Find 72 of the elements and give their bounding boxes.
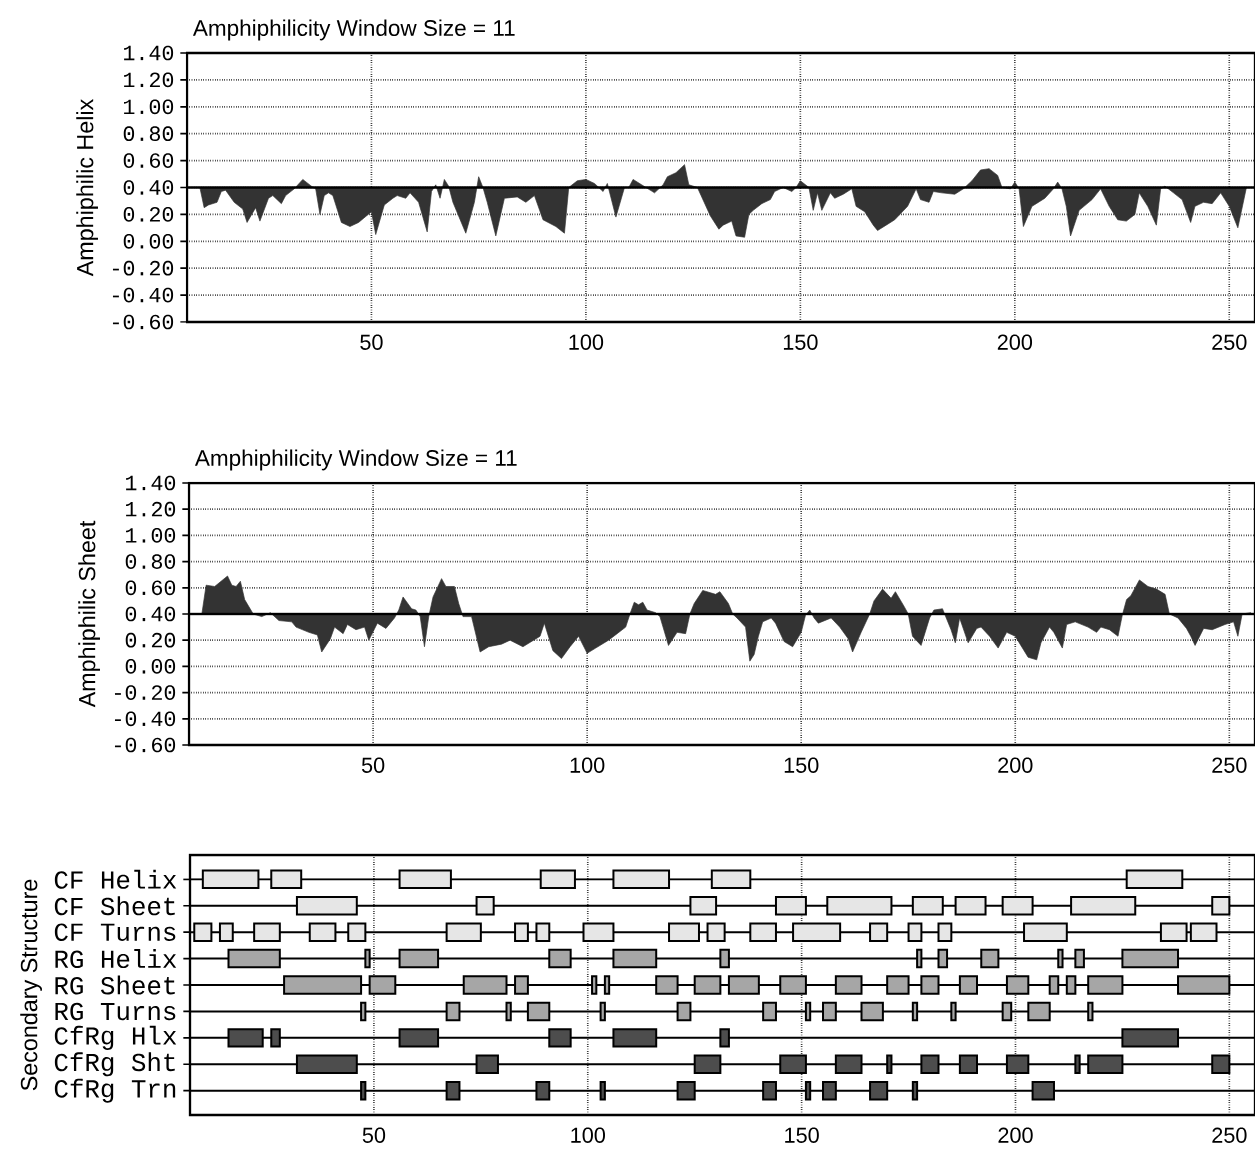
y-tick-label: -0.20 (112, 260, 174, 276)
x-tick-label: 250 (1212, 334, 1247, 350)
y-tick-label: 1.40 (126, 475, 176, 491)
y-tick-label: CF Helix (54, 869, 177, 889)
bar (1005, 975, 1030, 995)
y-tick-label: 1.00 (126, 528, 176, 543)
y-tick-label: CfRg Trn (54, 1078, 176, 1103)
y-tick-label: RG Helix (55, 949, 177, 969)
x-tick-label: 200 (997, 334, 1033, 350)
x-tick-label: 150 (784, 757, 819, 773)
y-axis-title: Amphiphilic Sheet (78, 520, 100, 708)
y-tick-label: 0.00 (125, 659, 176, 674)
bar (937, 948, 949, 969)
bar (804, 1001, 812, 1022)
x-tick-label: 50 (361, 757, 385, 773)
y-tick-label: 0.20 (125, 632, 176, 648)
y-tick-label: -0.60 (112, 314, 174, 330)
y-tick-label: 0.60 (125, 580, 176, 596)
y-tick-label: RG Turns (55, 1002, 176, 1021)
y-tick-label: -0.40 (114, 711, 176, 727)
x-tick-label: 250 (1212, 757, 1247, 773)
y-tick-label: -0.20 (114, 685, 176, 700)
bar (1074, 948, 1085, 969)
bar (1001, 1001, 1013, 1022)
y-tick-label: 1.40 (124, 45, 174, 61)
y-tick-label: CF Turns (54, 923, 176, 941)
bar (1087, 1001, 1094, 1022)
x-tick-label: 50 (360, 334, 383, 350)
x-tick-label: 150 (783, 334, 818, 350)
y-axis-title: Amphiphilic Helix (76, 98, 98, 277)
bar (980, 948, 1000, 969)
y-axis-title: Secondary Structure (20, 879, 42, 1091)
bar (1057, 948, 1064, 969)
bar (911, 1001, 919, 1022)
y-tick-label: 0.80 (125, 554, 176, 569)
y-tick-label: 0.40 (125, 606, 176, 622)
y-tick-label: 1.20 (126, 501, 176, 517)
y-tick-label: RG Sheet (55, 975, 175, 995)
bar (860, 1001, 884, 1022)
chart-title: Amphiphilicity Window Size = 11 (192, 19, 515, 41)
y-tick-label: 0.60 (123, 153, 174, 168)
x-tick-label: 100 (569, 334, 604, 350)
bar (950, 1001, 957, 1022)
bar (822, 1001, 837, 1022)
bar (1121, 948, 1180, 969)
bar (1027, 1001, 1051, 1022)
bar (693, 975, 722, 995)
x-tick-label: 100 (570, 757, 605, 773)
x-tick-label: 150 (785, 1127, 819, 1143)
y-tick-label: 0.40 (123, 180, 174, 195)
x-tick-label: 250 (1212, 1127, 1247, 1143)
y-tick-label: CfRg Sht (54, 1052, 175, 1077)
bar (727, 975, 760, 995)
y-tick-label: 0.80 (123, 126, 174, 142)
bar (886, 975, 910, 995)
chart-title: Amphiphilicity Window Size = 11 (194, 449, 517, 471)
y-tick-label: 0.00 (123, 233, 174, 249)
x-tick-label: 200 (998, 757, 1033, 773)
x-tick-label: 200 (998, 1127, 1033, 1143)
bar (958, 975, 978, 995)
bar (779, 975, 807, 995)
bar (834, 975, 863, 995)
y-tick-label: CfRg Hlx (54, 1025, 177, 1050)
y-tick-label: -0.40 (112, 287, 174, 303)
x-tick-label: 50 (362, 1127, 386, 1143)
y-tick-label: CF Sheet (54, 896, 175, 916)
y-tick-label: -0.60 (114, 737, 176, 753)
y-tick-label: 1.20 (124, 72, 174, 88)
bar (920, 975, 940, 995)
x-tick-label: 100 (571, 1127, 606, 1143)
y-tick-label: 1.00 (124, 99, 174, 115)
y-tick-label: 0.20 (123, 207, 174, 222)
